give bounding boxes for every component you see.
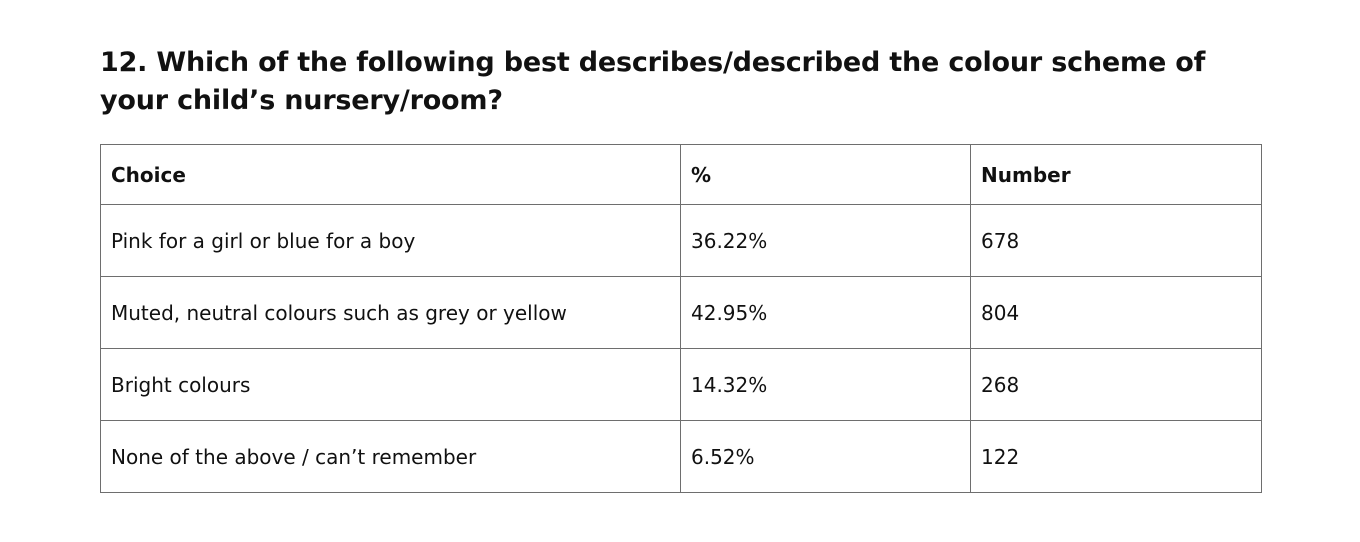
header-choice: Choice <box>100 144 681 205</box>
table-header-row: Choice % Number <box>100 144 1262 205</box>
question-title: 12. Which of the following best describe… <box>100 47 1206 116</box>
table-row: Muted, neutral colours such as grey or y… <box>100 276 1262 349</box>
cell-number: 804 <box>970 276 1262 349</box>
header-percent: % <box>680 144 971 205</box>
cell-number: 122 <box>970 420 1262 493</box>
table-row: None of the above / can’t remember 6.52%… <box>100 420 1262 493</box>
cell-choice: Pink for a girl or blue for a boy <box>100 204 681 277</box>
cell-choice: Bright colours <box>100 348 681 421</box>
cell-percent: 14.32% <box>680 348 971 421</box>
cell-percent: 42.95% <box>680 276 971 349</box>
header-number: Number <box>970 144 1262 205</box>
cell-number: 268 <box>970 348 1262 421</box>
cell-number: 678 <box>970 204 1262 277</box>
cell-choice: None of the above / can’t remember <box>100 420 681 493</box>
cell-percent: 6.52% <box>680 420 971 493</box>
cell-choice: Muted, neutral colours such as grey or y… <box>100 276 681 349</box>
table-row: Pink for a girl or blue for a boy 36.22%… <box>100 204 1262 277</box>
cell-percent: 36.22% <box>680 204 971 277</box>
table-row: Bright colours 14.32% 268 <box>100 348 1262 421</box>
results-table: Choice % Number Pink for a girl or blue … <box>100 144 1262 493</box>
